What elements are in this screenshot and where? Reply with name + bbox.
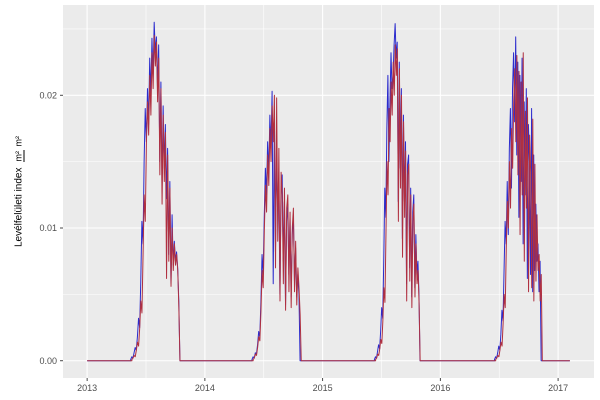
- y-tick-label: 0.01: [39, 223, 57, 233]
- plot-panel: [63, 5, 594, 378]
- x-tick-label: 2013: [77, 383, 97, 393]
- x-tick-label: 2014: [195, 383, 215, 393]
- series-red-line: [87, 35, 570, 362]
- y-tick-label: 0.02: [39, 90, 57, 100]
- y-tick-label: 0.00: [39, 356, 57, 366]
- fraction-numerator: m²: [13, 150, 25, 163]
- y-axis-label-text: Levélfelületi index: [13, 167, 25, 248]
- fraction-denominator: m²: [13, 135, 24, 147]
- x-tick-label: 2015: [313, 383, 333, 393]
- x-tick-label: 2016: [430, 383, 450, 393]
- y-axis-label-fraction: m² m²: [13, 135, 25, 163]
- y-axis-label: Levélfelületi index m² m²: [13, 135, 25, 248]
- x-tick-label: 2017: [548, 383, 568, 393]
